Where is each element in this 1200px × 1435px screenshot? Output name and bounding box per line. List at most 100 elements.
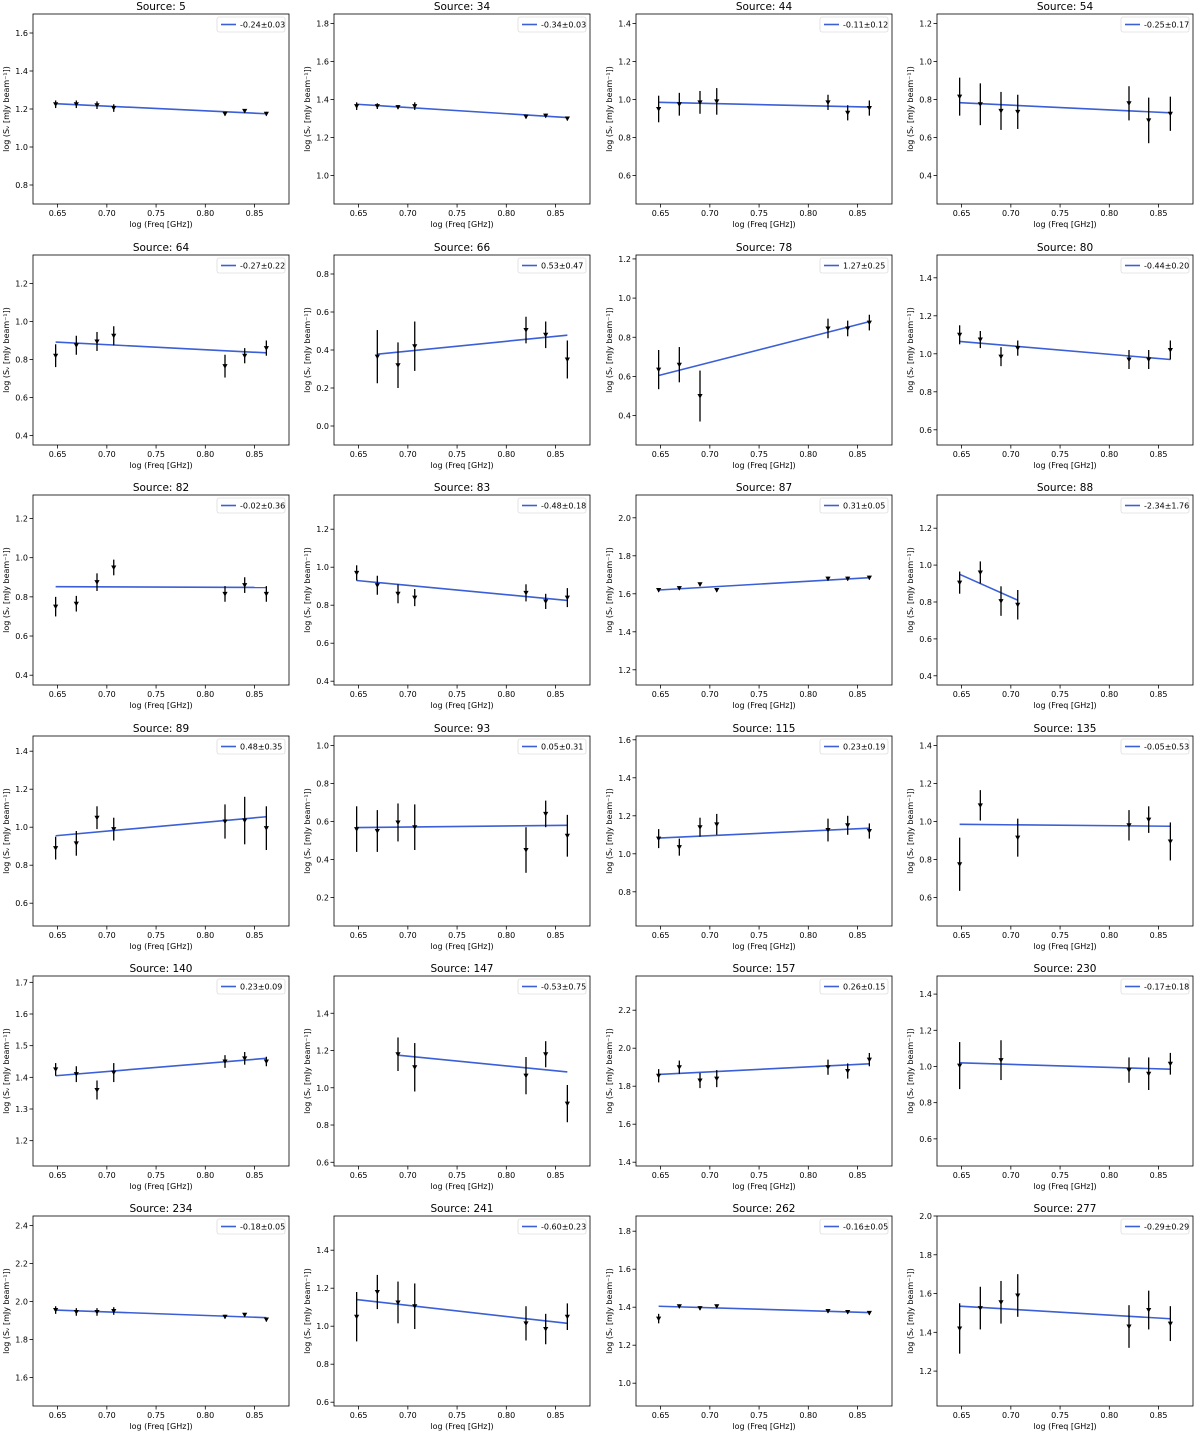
y-tick-label: 1.0	[919, 1062, 932, 1071]
data-point	[676, 102, 682, 107]
x-tick-label: 0.70	[399, 690, 417, 699]
data-point	[977, 1306, 983, 1311]
data-point	[374, 104, 380, 109]
legend-box	[1120, 978, 1190, 995]
data-point	[222, 1314, 228, 1320]
y-tick-label: 1.8	[15, 1336, 28, 1345]
x-tick-label: 0.80	[1100, 931, 1118, 940]
legend: -0.44±0.20	[1120, 257, 1190, 274]
data-point	[263, 591, 269, 597]
data-point	[1015, 602, 1021, 608]
data-point	[697, 825, 703, 830]
data-point	[1126, 823, 1132, 828]
legend-box	[1120, 738, 1190, 755]
x-tick-label: 0.80	[1100, 1411, 1118, 1420]
data-point	[998, 599, 1004, 604]
fit-line	[959, 1062, 1171, 1070]
subplot-title: Source: 135	[1034, 723, 1097, 735]
x-tick-label: 0.85	[1150, 931, 1168, 940]
x-tick-label: 0.65	[350, 1171, 368, 1180]
y-axis-label: log (Sᵥ [mJy beam⁻¹])	[2, 1268, 11, 1354]
y-tick-label: 1.2	[316, 525, 329, 534]
x-tick-label: 0.85	[246, 1411, 264, 1420]
data-point	[412, 1065, 418, 1070]
axes-frame	[936, 254, 1194, 446]
data-point	[111, 1309, 117, 1314]
x-tick-label: 0.70	[1002, 450, 1020, 459]
x-tick-label: 0.75	[1051, 931, 1069, 940]
y-tick-label: 0.8	[919, 856, 932, 865]
x-axis-label: log (Freq [GHz])	[129, 1182, 192, 1191]
data-point	[543, 599, 549, 604]
data-point	[1126, 101, 1132, 106]
data-point	[845, 326, 851, 332]
data-point	[523, 1321, 529, 1326]
data-point	[656, 588, 662, 593]
x-tick-label: 0.65	[49, 1171, 67, 1180]
y-axis-label: log (Sᵥ [mJy beam⁻¹])	[2, 788, 11, 874]
data-point	[957, 862, 963, 867]
legend: -0.18±0.05	[216, 1218, 286, 1235]
data-point	[714, 99, 720, 104]
x-tick-label: 0.70	[701, 1411, 719, 1420]
x-tick-label: 0.85	[849, 690, 867, 699]
data-point	[977, 337, 983, 343]
x-tick-label: 0.75	[750, 690, 768, 699]
axes-frame	[635, 494, 893, 686]
x-tick-label: 0.85	[849, 450, 867, 459]
data-point	[242, 583, 248, 588]
y-axis-label: log (Sᵥ [mJy beam⁻¹])	[2, 66, 11, 152]
x-tick-label: 0.75	[147, 690, 165, 699]
x-tick-label: 0.80	[497, 209, 515, 218]
x-tick-label: 0.70	[1002, 690, 1020, 699]
data-point	[111, 565, 117, 571]
x-axis-label: log (Freq [GHz])	[129, 942, 192, 951]
y-tick-label: 0.4	[618, 412, 631, 421]
data-point	[395, 591, 401, 597]
axes-frame	[32, 254, 290, 446]
data-point	[1146, 357, 1152, 363]
data-point	[697, 582, 703, 587]
legend: 0.23±0.09	[216, 978, 286, 995]
data-point	[412, 595, 418, 601]
subplot-title: Source: 140	[130, 963, 193, 975]
subplot-19: Source: 157 0.65 0.70 0.75 0.80 0.85 1.4 1.6 1.8…	[605, 963, 893, 1191]
subplot-title: Source: 66	[434, 242, 491, 254]
data-point	[53, 1308, 59, 1313]
x-axis-label: log (Freq [GHz])	[732, 220, 795, 229]
x-tick-label: 0.80	[497, 1411, 515, 1420]
legend: -2.34±1.76	[1120, 497, 1190, 514]
y-tick-label: 1.2	[919, 1367, 932, 1376]
fit-line	[55, 1309, 267, 1319]
y-tick-label: 1.6	[919, 1290, 932, 1299]
legend-box	[1120, 257, 1190, 274]
y-tick-label: 1.2	[15, 280, 28, 289]
legend-box	[517, 978, 587, 995]
x-tick-label: 0.75	[1051, 1171, 1069, 1180]
legend-label: -0.34±0.03	[541, 21, 586, 30]
data-point	[1146, 118, 1152, 123]
x-tick-label: 0.70	[701, 931, 719, 940]
axes-frame	[936, 735, 1194, 927]
x-tick-label: 0.65	[350, 209, 368, 218]
y-axis-label: log (Sᵥ [mJy beam⁻¹])	[906, 307, 915, 393]
subplot-11: Source: 87 0.65 0.70 0.75 0.80 0.85 1.2 1.4 1.6 1…	[605, 482, 893, 710]
axes-frame	[936, 13, 1194, 205]
x-tick-label: 0.70	[98, 1411, 116, 1420]
legend-box	[1120, 16, 1190, 33]
legend-label: 0.31±0.05	[843, 502, 885, 511]
data-point	[825, 1309, 831, 1314]
data-point	[242, 818, 248, 824]
subplot-7: Source: 78 0.65 0.70 0.75 0.80 0.85 0.4 0.6 0.8 1…	[605, 242, 893, 470]
axes-frame	[635, 735, 893, 927]
data-point	[263, 1317, 269, 1323]
x-tick-label: 0.80	[799, 1411, 817, 1420]
data-point	[374, 829, 380, 834]
x-tick-label: 0.70	[399, 209, 417, 218]
y-axis-label: log (Sᵥ [mJy beam⁻¹])	[906, 547, 915, 633]
data-point	[395, 1052, 401, 1057]
y-tick-label: 0.6	[316, 818, 329, 827]
legend-box	[819, 497, 889, 514]
data-point	[73, 1309, 79, 1315]
x-axis-label: log (Freq [GHz])	[129, 461, 192, 470]
